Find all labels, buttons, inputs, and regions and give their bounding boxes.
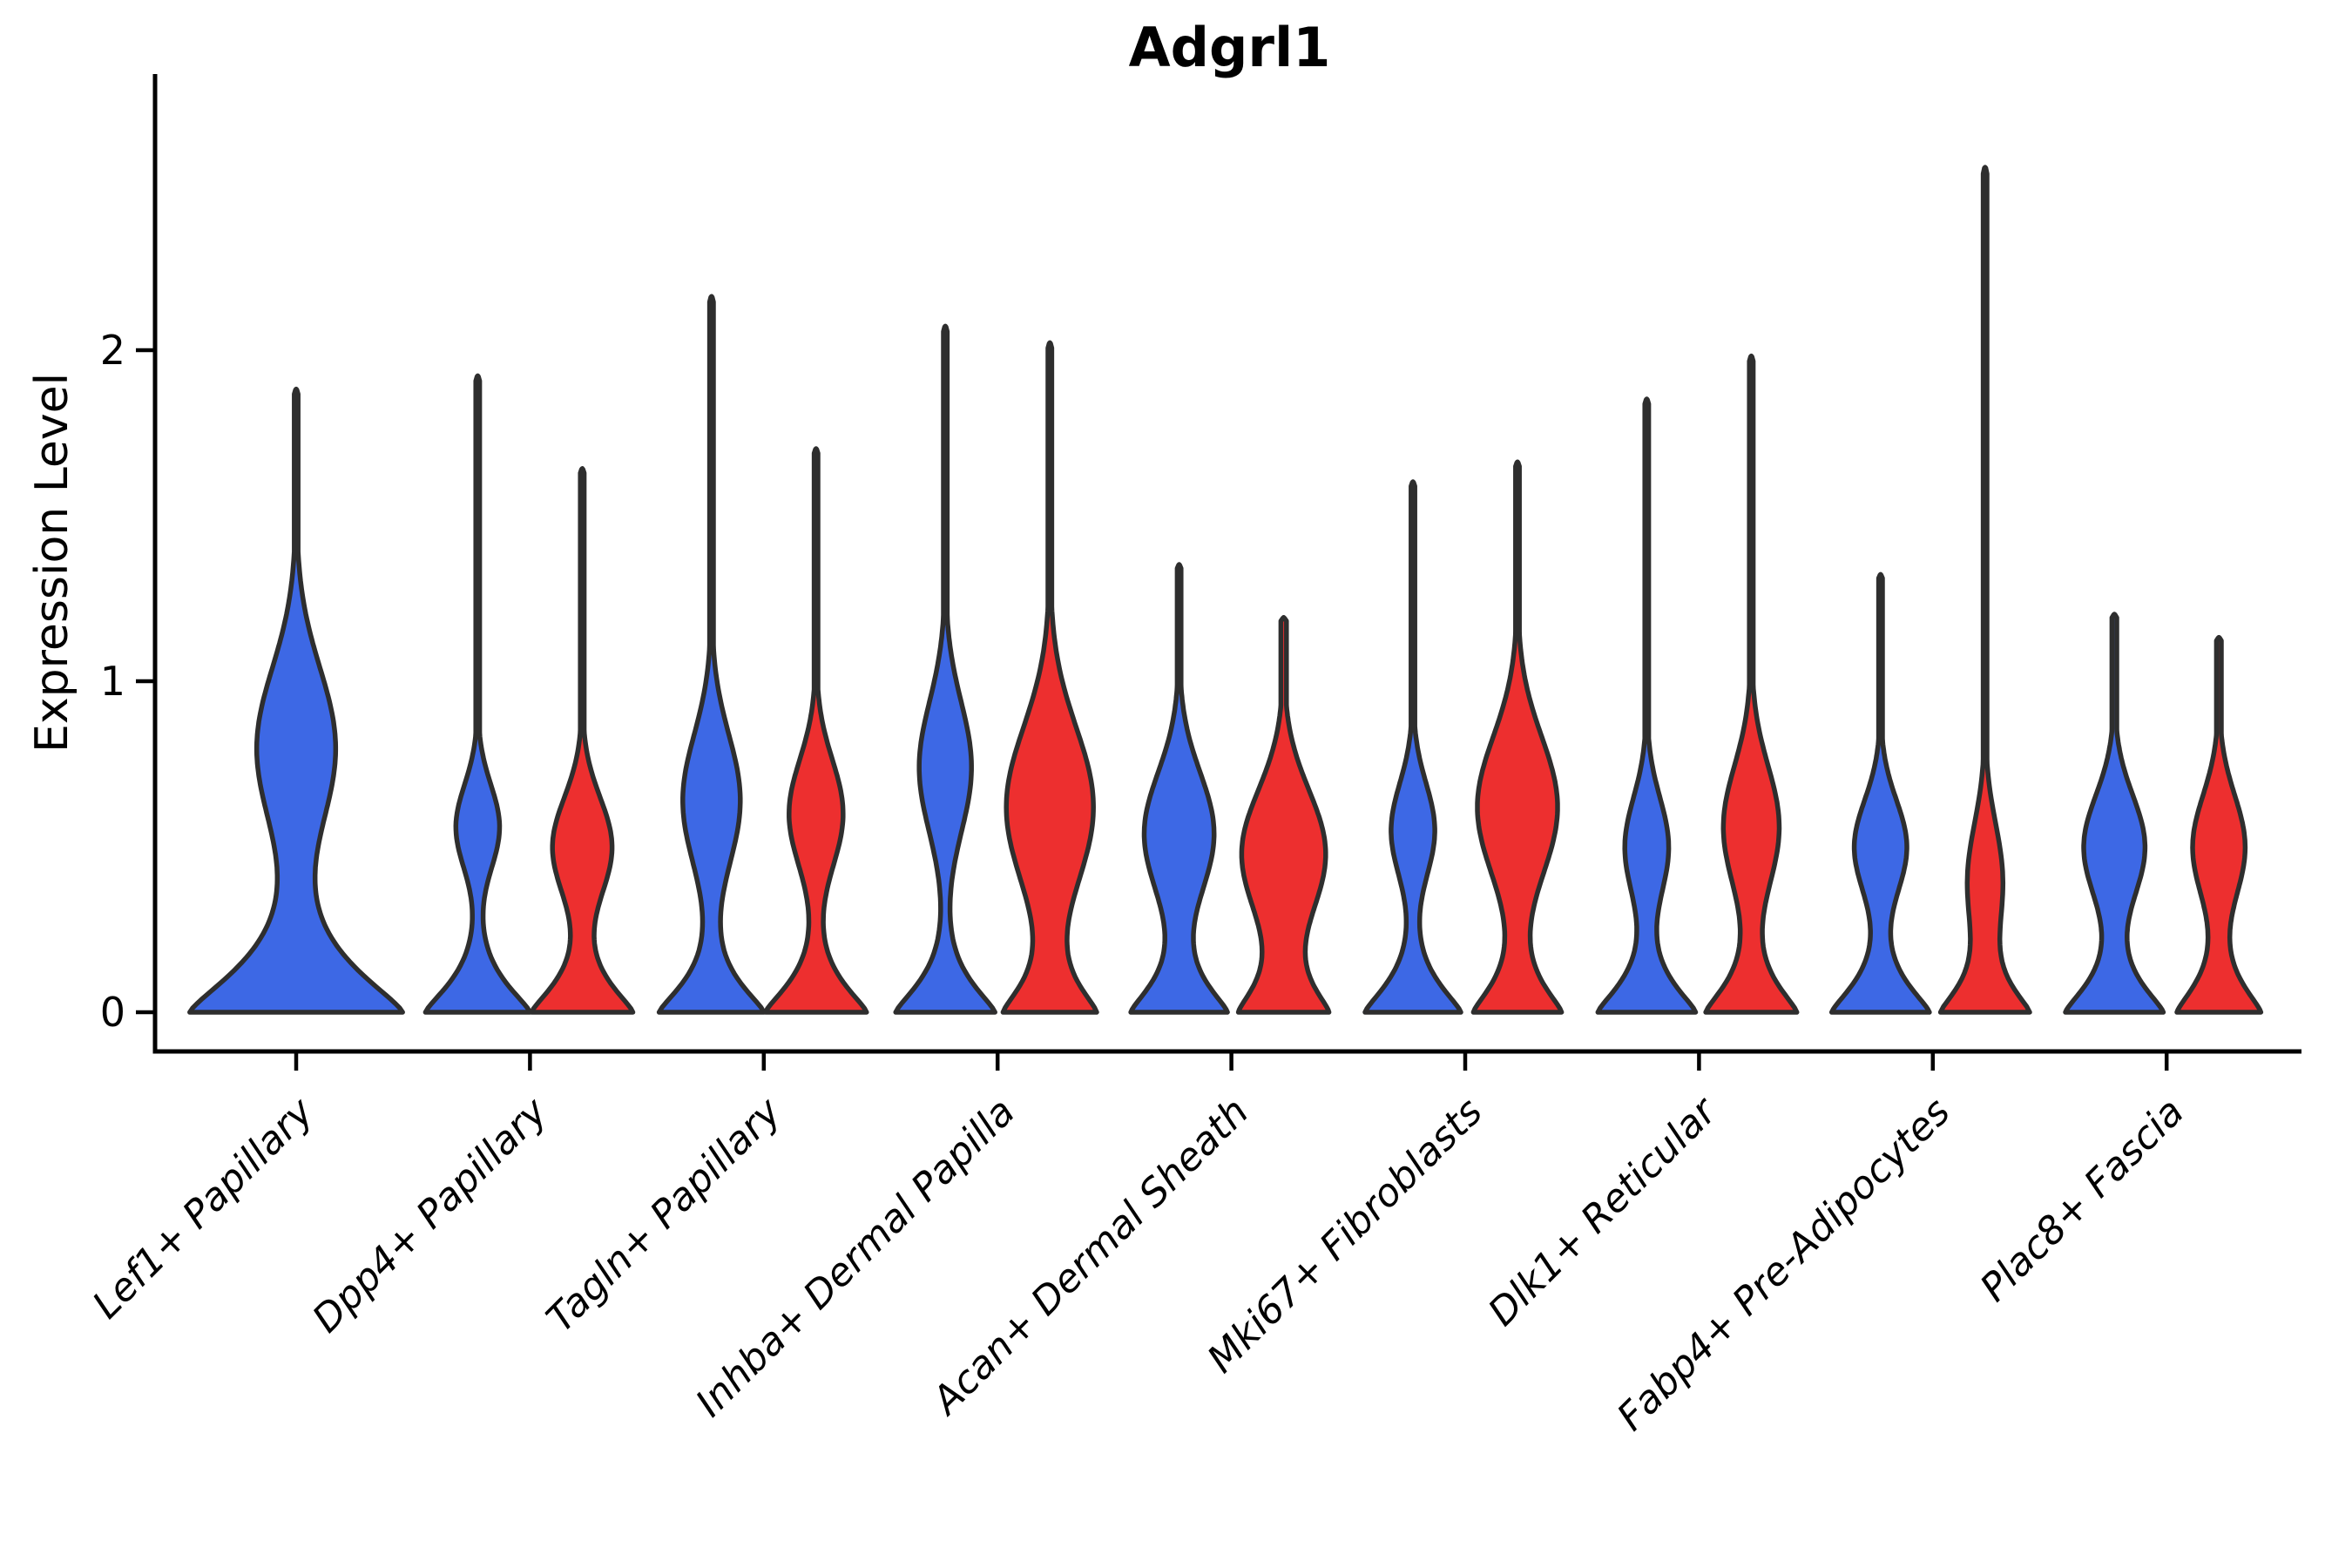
y-tick-label: 0: [100, 989, 125, 1036]
violin-inhba-red: [1000, 340, 1099, 1015]
violin-plac8-red: [2174, 634, 2264, 1015]
violin-dpp4-red: [529, 466, 636, 1015]
violin-mki67-blue: [1362, 479, 1463, 1015]
y-tick-label: 2: [100, 327, 125, 374]
violin-mki67-red: [1470, 459, 1565, 1015]
violin-acan-red: [1235, 615, 1332, 1015]
x-tick-label: Plac8+ Fascia: [1972, 1090, 2193, 1310]
violin-tagln-red: [763, 446, 869, 1015]
plot-title: Adgrl1: [1128, 16, 1331, 79]
violin-fabp4-red: [1937, 165, 2032, 1015]
y-tick-label: 1: [100, 658, 125, 705]
x-tick-label: Dpp4+ Papillary: [304, 1089, 557, 1342]
x-tick-label: Dlk1+ Reticular: [1480, 1088, 1727, 1335]
violin-lef1-blue: [187, 386, 405, 1015]
violin-fabp4-blue: [1828, 571, 1932, 1015]
violin-plac8-blue: [2063, 612, 2166, 1015]
violin-dlk1-red: [1703, 353, 1800, 1015]
violin-dlk1-blue: [1595, 396, 1699, 1015]
violin-inhba-blue: [893, 323, 997, 1015]
violin-tagln-blue: [656, 294, 767, 1015]
violin-dpp4-blue: [422, 373, 533, 1015]
x-tick-label: Tagln+ Papillary: [538, 1089, 790, 1341]
axis-spines: [152, 74, 2301, 1054]
x-tick-label: Lef1+ Papillary: [84, 1089, 323, 1328]
violin-acan-blue: [1128, 562, 1230, 1015]
